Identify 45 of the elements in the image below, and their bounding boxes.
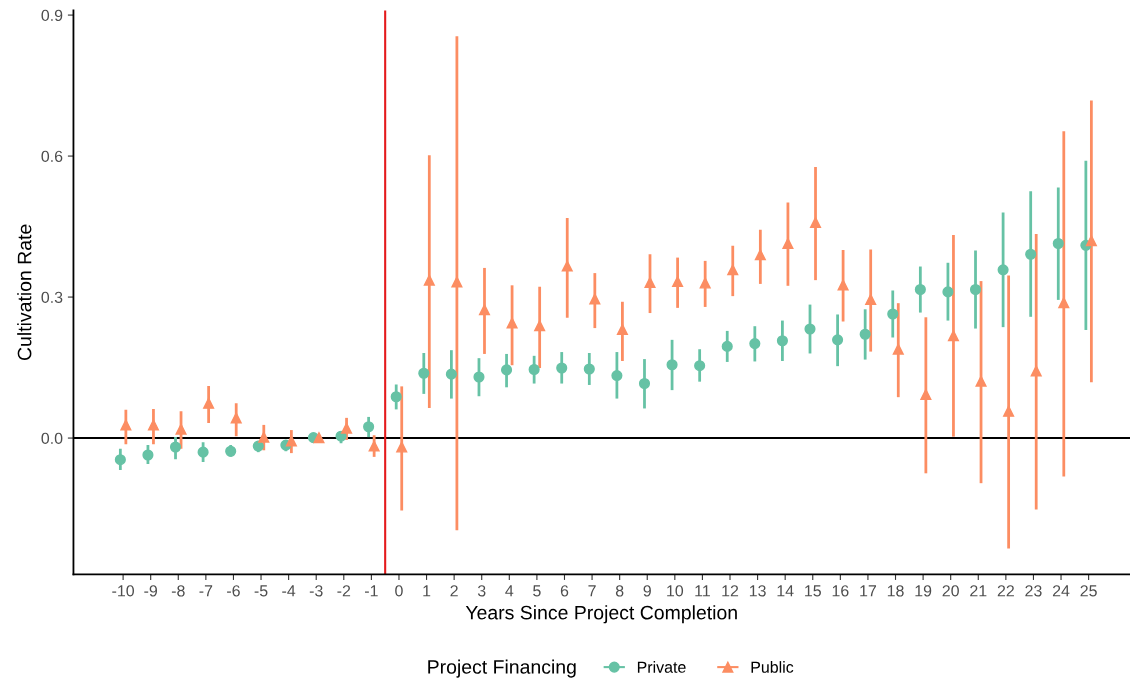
x-tick-label: 6 — [560, 585, 569, 597]
x-tick-label: 25 — [1080, 585, 1097, 597]
x-tick-label: -4 — [282, 585, 296, 597]
x-tick-label: -8 — [171, 585, 185, 597]
y-tick-label: 0.3 — [41, 291, 63, 304]
y-axis-title: Cultivation Rate — [17, 224, 32, 361]
x-tick-label: 2 — [450, 585, 458, 597]
x-tick-label: -6 — [227, 585, 240, 597]
x-tick-label: 10 — [667, 585, 684, 597]
x-tick-label: 14 — [777, 585, 794, 597]
legend-title: Project Financing — [428, 659, 576, 678]
x-tick-label: 24 — [1052, 585, 1070, 597]
x-tick-label: -7 — [199, 585, 213, 597]
x-tick-label: 0 — [395, 585, 403, 597]
x-tick-label: 16 — [832, 585, 849, 597]
x-tick-label: 3 — [477, 585, 486, 597]
x-tick-label: 18 — [887, 585, 904, 597]
x-axis-title: Years Since Project Completion — [465, 605, 737, 624]
y-tick-label: 0.6 — [41, 150, 63, 163]
y-tick-label: 0.0 — [41, 432, 63, 445]
x-tick-label: 12 — [722, 585, 739, 597]
x-tick-label: -1 — [364, 585, 378, 597]
x-tick-label: 22 — [997, 585, 1014, 597]
x-tick-label: 21 — [970, 585, 987, 597]
x-tick-label: -10 — [112, 585, 135, 597]
x-tick-label: 20 — [942, 585, 959, 597]
legend-label: Public — [751, 661, 794, 673]
x-tick-label: 17 — [860, 585, 877, 597]
x-tick-label: -9 — [144, 585, 158, 597]
x-tick-label: 5 — [533, 585, 541, 597]
x-tick-label: 19 — [915, 585, 932, 597]
x-tick-label: 23 — [1025, 585, 1042, 597]
x-tick-label: -2 — [337, 585, 351, 597]
x-tick-label: 4 — [505, 585, 514, 597]
legend-label: Private — [637, 661, 686, 673]
x-tick-label: -3 — [309, 585, 323, 597]
x-tick-label: 7 — [588, 585, 596, 597]
x-tick-label: 11 — [695, 585, 710, 597]
x-tick-label: 13 — [749, 585, 766, 597]
y-tick-label: 0.9 — [41, 9, 63, 22]
x-tick-label: 1 — [423, 585, 431, 597]
x-tick-label: 15 — [805, 585, 821, 597]
x-tick-label: 9 — [643, 585, 651, 597]
x-tick-label: -5 — [254, 585, 268, 597]
x-tick-label: 8 — [615, 585, 624, 597]
